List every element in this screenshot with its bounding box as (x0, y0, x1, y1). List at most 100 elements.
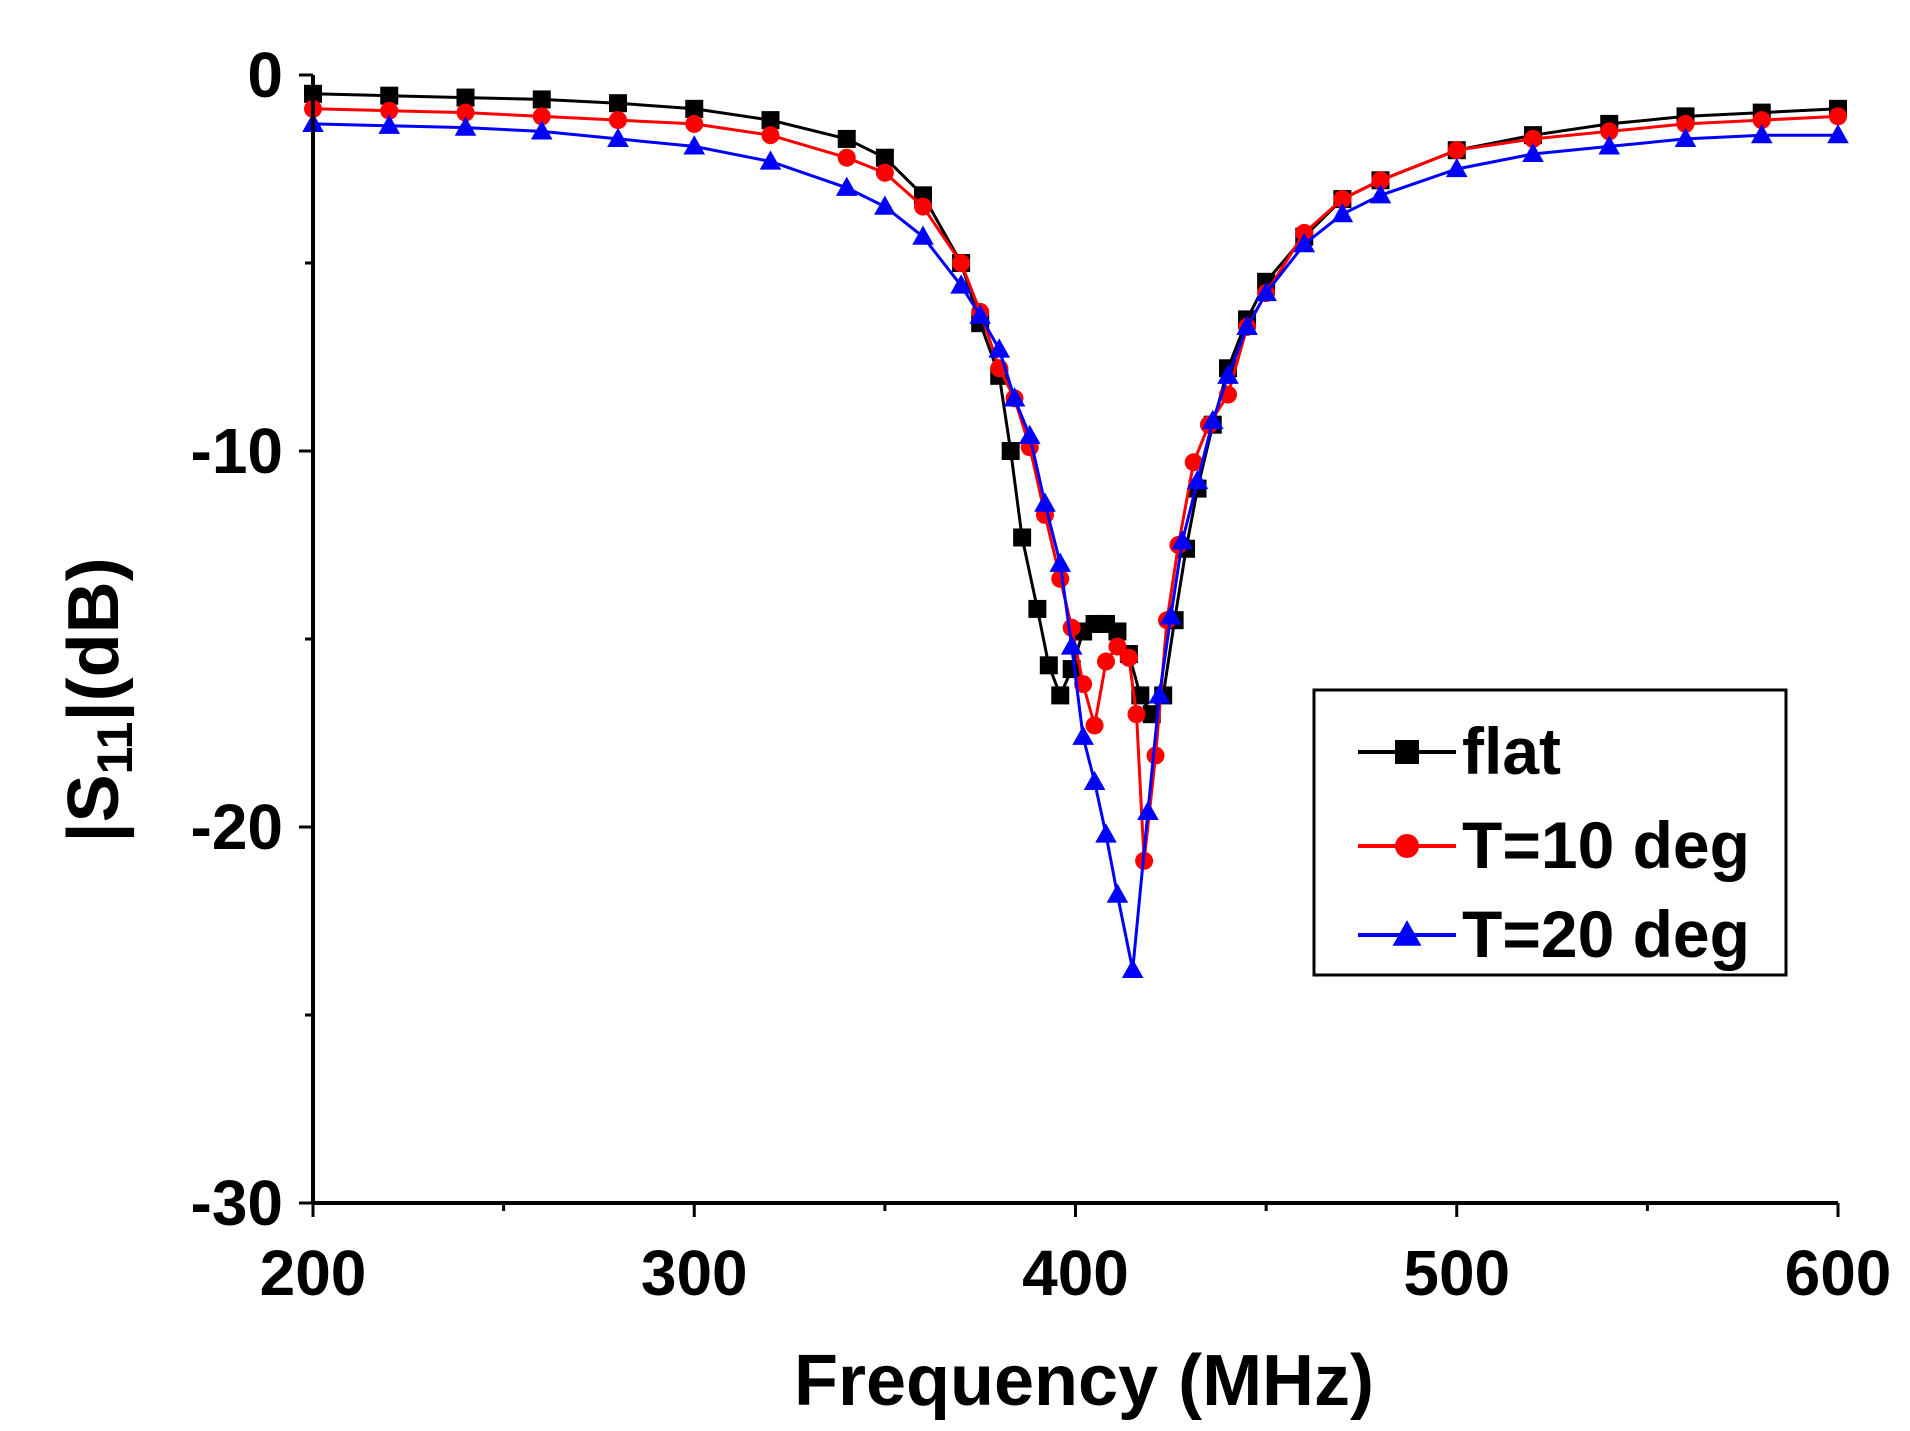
y-tick-label: -20 (191, 791, 284, 863)
data-point-s1-41 (1829, 107, 1847, 126)
data-point-s2-24 (1148, 684, 1171, 704)
data-point-s1-33 (1295, 223, 1314, 242)
y-axis-title-subscript: 11 (87, 722, 143, 775)
data-point-s1-5 (685, 114, 704, 133)
data-point-s2-17 (1060, 635, 1083, 655)
x-tick-label: 400 (1022, 1237, 1129, 1309)
data-point-s0-15 (1028, 599, 1047, 618)
data-point-s2-19 (1083, 770, 1106, 790)
x-tick-label: 600 (1785, 1237, 1892, 1309)
data-point-s0-14 (1013, 528, 1032, 547)
data-point-s2-32 (1293, 233, 1316, 253)
data-point-s0-2 (456, 88, 475, 107)
data-point-s0-6 (761, 111, 780, 130)
data-point-s1-6 (761, 126, 780, 145)
data-point-s2-30 (1236, 315, 1258, 336)
data-point-s2-13 (1003, 387, 1026, 407)
data-point-s1-1 (380, 101, 399, 120)
y-tick-label: -10 (191, 415, 284, 487)
y-axis-title: |S11|(dB) (54, 557, 143, 842)
data-point-s2-3 (530, 120, 553, 140)
data-point-s2-7 (835, 176, 858, 196)
plot-layer (302, 84, 1849, 978)
data-point-s2-28 (1201, 409, 1224, 430)
data-point-s2-31 (1255, 281, 1277, 302)
data-point-s2-8 (874, 195, 896, 215)
data-point-s1-23 (1127, 705, 1146, 724)
data-point-s2-23 (1137, 800, 1159, 821)
data-point-s2-37 (1598, 135, 1621, 155)
y-axis-title-tail: |(dB) (54, 557, 134, 721)
x-tick-label: 300 (641, 1237, 748, 1309)
data-point-s2-11 (969, 304, 991, 324)
data-point-s2-20 (1095, 823, 1117, 843)
data-point-s2-1 (378, 114, 401, 134)
legend-label-2: T=20 deg (1462, 897, 1750, 971)
data-point-s2-4 (607, 127, 629, 148)
data-point-s2-26 (1171, 530, 1194, 550)
data-point-s1-3 (532, 107, 551, 126)
data-point-s1-4 (609, 111, 627, 130)
data-point-s1-25 (1146, 746, 1165, 765)
data-point-s1-9 (914, 197, 932, 216)
legend-entry-1: T=10 deg (1358, 808, 1750, 882)
legend-entry-2: T=20 deg (1358, 897, 1750, 971)
data-point-s2-15 (1034, 492, 1056, 512)
data-point-s0-16 (1039, 656, 1058, 675)
data-point-s1-18 (1074, 675, 1093, 694)
data-point-s1-28 (1184, 453, 1203, 472)
data-point-s1-20 (1097, 652, 1115, 671)
series-2-group (302, 112, 1849, 978)
data-point-s2-12 (988, 338, 1011, 358)
data-point-s2-33 (1331, 202, 1354, 223)
data-point-s2-34 (1369, 184, 1392, 204)
legend-label-0: flat (1462, 714, 1561, 788)
legend-entry-0: flat (1358, 714, 1561, 788)
data-point-s2-40 (1827, 124, 1849, 144)
data-point-s1-16 (1051, 569, 1070, 588)
data-point-s1-10 (952, 254, 971, 272)
axis-titles: Frequency (MHz) |S11|(dB) (54, 557, 1374, 1421)
data-point-s2-27 (1186, 469, 1209, 490)
data-point-s0-22 (1108, 622, 1127, 641)
data-point-s0-4 (609, 94, 627, 113)
data-point-s1-2 (456, 103, 475, 122)
legend-items: flat T=10 deg T=20 deg (1358, 714, 1750, 971)
data-point-s2-16 (1049, 552, 1072, 572)
data-point-s1-21 (1108, 637, 1127, 656)
data-point-s2-22 (1121, 958, 1144, 978)
y-axis-title-main: |S (54, 774, 134, 842)
legend-label-1: T=10 deg (1462, 808, 1750, 882)
data-point-s1-8 (875, 163, 894, 182)
data-point-s2-5 (683, 135, 706, 155)
data-point-s2-25 (1160, 605, 1182, 625)
data-point-s2-36 (1522, 142, 1544, 163)
data-point-s1-39 (1676, 114, 1695, 133)
y-tick-label: 0 (247, 39, 283, 111)
data-point-s1-40 (1752, 111, 1771, 130)
axes-layer: 200 300 400 500 600 0 -10 -20 -30 (191, 39, 1892, 1309)
data-point-s0-7 (837, 129, 856, 148)
data-point-s2-10 (950, 274, 972, 294)
legend-marker-0 (1395, 740, 1419, 764)
data-point-s2-9 (912, 225, 934, 245)
data-point-s0-1 (380, 86, 399, 105)
data-point-s2-21 (1106, 883, 1129, 903)
data-point-s2-2 (454, 116, 477, 136)
data-point-s1-37 (1524, 129, 1542, 148)
data-point-s0-5 (685, 99, 704, 118)
data-point-s1-22 (1119, 648, 1138, 667)
data-point-s2-14 (1018, 424, 1041, 445)
x-axis-title: Frequency (MHz) (794, 1341, 1374, 1421)
data-point-s1-7 (837, 148, 856, 167)
data-point-s0-13 (1001, 442, 1020, 460)
data-point-s2-39 (1750, 124, 1773, 144)
data-point-s1-17 (1062, 618, 1081, 637)
data-point-s1-19 (1085, 716, 1104, 735)
data-point-s1-35 (1371, 171, 1390, 190)
data-point-s2-29 (1217, 364, 1239, 384)
data-point-s0-17 (1051, 686, 1070, 705)
y-tick-label: -30 (191, 1167, 284, 1239)
data-point-s2-6 (759, 150, 782, 170)
